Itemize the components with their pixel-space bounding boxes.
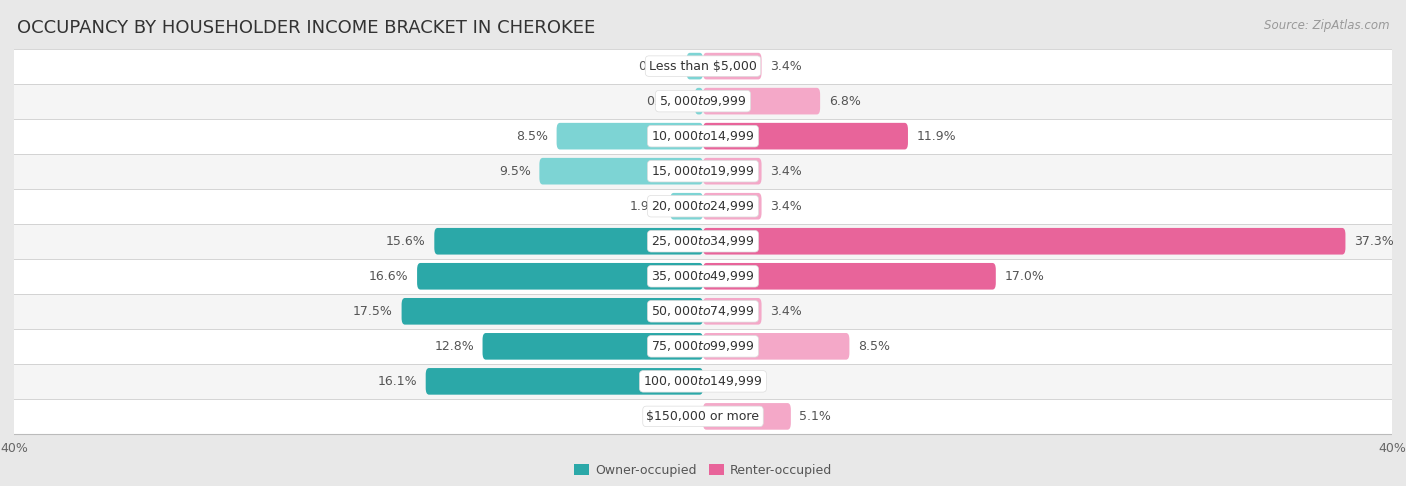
Bar <box>0 49 1406 84</box>
Text: 17.5%: 17.5% <box>353 305 392 318</box>
Text: 0.47%: 0.47% <box>647 95 686 107</box>
FancyBboxPatch shape <box>540 158 703 185</box>
FancyBboxPatch shape <box>703 53 762 79</box>
FancyBboxPatch shape <box>703 123 908 150</box>
Bar <box>0 399 1406 434</box>
FancyBboxPatch shape <box>557 123 703 150</box>
FancyBboxPatch shape <box>703 228 1346 255</box>
Text: $100,000 to $149,999: $100,000 to $149,999 <box>644 374 762 388</box>
FancyBboxPatch shape <box>482 333 703 360</box>
Text: $150,000 or more: $150,000 or more <box>647 410 759 423</box>
Text: 3.4%: 3.4% <box>770 200 801 213</box>
Text: 5.1%: 5.1% <box>800 410 831 423</box>
FancyBboxPatch shape <box>418 263 703 290</box>
Text: 16.6%: 16.6% <box>368 270 409 283</box>
Bar <box>0 189 1406 224</box>
Text: OCCUPANCY BY HOUSEHOLDER INCOME BRACKET IN CHEROKEE: OCCUPANCY BY HOUSEHOLDER INCOME BRACKET … <box>17 19 595 37</box>
FancyBboxPatch shape <box>703 193 762 220</box>
Text: $5,000 to $9,999: $5,000 to $9,999 <box>659 94 747 108</box>
Text: $25,000 to $34,999: $25,000 to $34,999 <box>651 234 755 248</box>
Text: 8.5%: 8.5% <box>858 340 890 353</box>
Text: 3.4%: 3.4% <box>770 60 801 72</box>
FancyBboxPatch shape <box>703 158 762 185</box>
Text: 15.6%: 15.6% <box>387 235 426 248</box>
FancyBboxPatch shape <box>402 298 703 325</box>
FancyBboxPatch shape <box>703 88 820 114</box>
Text: 12.8%: 12.8% <box>434 340 474 353</box>
Text: $20,000 to $24,999: $20,000 to $24,999 <box>651 199 755 213</box>
Text: 3.4%: 3.4% <box>770 165 801 178</box>
Text: $10,000 to $14,999: $10,000 to $14,999 <box>651 129 755 143</box>
FancyBboxPatch shape <box>426 368 703 395</box>
Text: 11.9%: 11.9% <box>917 130 956 143</box>
Text: $50,000 to $74,999: $50,000 to $74,999 <box>651 304 755 318</box>
Bar <box>0 364 1406 399</box>
Bar <box>0 84 1406 119</box>
Text: 37.3%: 37.3% <box>1354 235 1393 248</box>
FancyBboxPatch shape <box>703 298 762 325</box>
Text: $15,000 to $19,999: $15,000 to $19,999 <box>651 164 755 178</box>
FancyBboxPatch shape <box>671 193 703 220</box>
Text: 17.0%: 17.0% <box>1004 270 1045 283</box>
FancyBboxPatch shape <box>434 228 703 255</box>
Text: Less than $5,000: Less than $5,000 <box>650 60 756 72</box>
Legend: Owner-occupied, Renter-occupied: Owner-occupied, Renter-occupied <box>568 459 838 482</box>
Text: $75,000 to $99,999: $75,000 to $99,999 <box>651 339 755 353</box>
Text: 8.5%: 8.5% <box>516 130 548 143</box>
Bar <box>0 119 1406 154</box>
Text: 0.0%: 0.0% <box>662 410 695 423</box>
Text: 0.0%: 0.0% <box>711 375 744 388</box>
Text: 16.1%: 16.1% <box>377 375 418 388</box>
FancyBboxPatch shape <box>703 263 995 290</box>
Text: Source: ZipAtlas.com: Source: ZipAtlas.com <box>1264 19 1389 33</box>
Bar <box>0 259 1406 294</box>
FancyBboxPatch shape <box>695 88 703 114</box>
Bar <box>0 329 1406 364</box>
Text: 6.8%: 6.8% <box>828 95 860 107</box>
FancyBboxPatch shape <box>686 53 703 79</box>
Text: 9.5%: 9.5% <box>499 165 531 178</box>
Bar <box>0 154 1406 189</box>
Text: 0.95%: 0.95% <box>638 60 678 72</box>
FancyBboxPatch shape <box>703 403 790 430</box>
Bar <box>0 294 1406 329</box>
FancyBboxPatch shape <box>703 333 849 360</box>
Text: $35,000 to $49,999: $35,000 to $49,999 <box>651 269 755 283</box>
Text: 1.9%: 1.9% <box>630 200 662 213</box>
Text: 3.4%: 3.4% <box>770 305 801 318</box>
Bar <box>0 224 1406 259</box>
